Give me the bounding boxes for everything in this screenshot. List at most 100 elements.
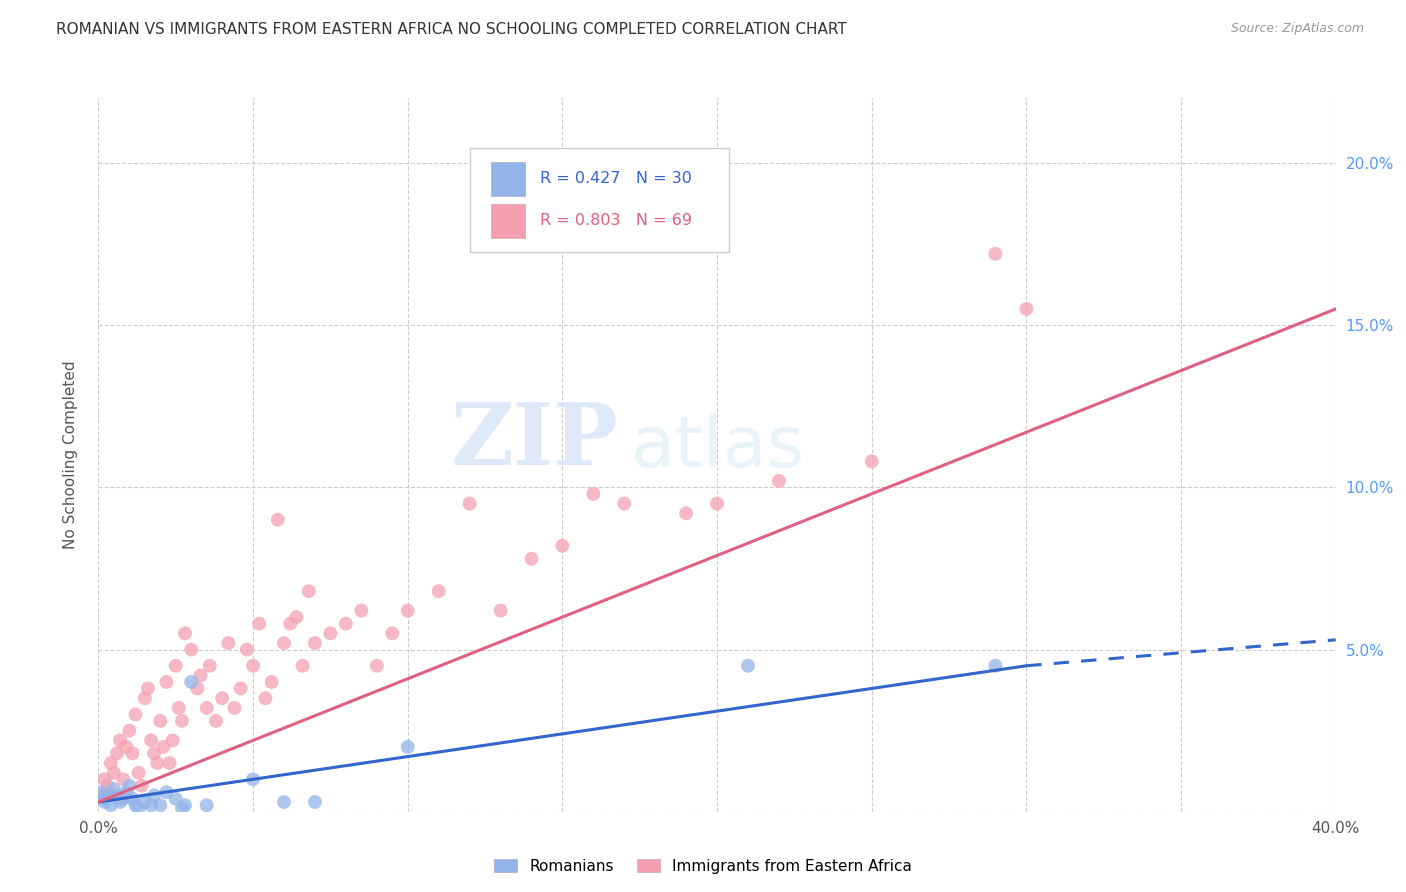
Point xyxy=(118,723,141,738)
Bar xyxy=(491,203,526,238)
Point xyxy=(285,610,308,624)
Point xyxy=(93,795,115,809)
Point xyxy=(350,604,373,618)
Point xyxy=(291,658,314,673)
Point xyxy=(195,701,218,715)
Point xyxy=(489,604,512,618)
Text: R = 0.427   N = 30: R = 0.427 N = 30 xyxy=(540,171,692,186)
Text: R = 0.803   N = 69: R = 0.803 N = 69 xyxy=(540,213,692,228)
Point xyxy=(860,454,883,468)
Point xyxy=(159,756,181,770)
Text: ROMANIAN VS IMMIGRANTS FROM EASTERN AFRICA NO SCHOOLING COMPLETED CORRELATION CH: ROMANIAN VS IMMIGRANTS FROM EASTERN AFRI… xyxy=(56,22,846,37)
Point xyxy=(149,714,172,728)
Point xyxy=(105,747,128,761)
Point xyxy=(396,604,419,618)
Point xyxy=(121,747,143,761)
Point xyxy=(242,772,264,787)
Point xyxy=(139,798,162,813)
Point xyxy=(396,739,419,754)
Point xyxy=(134,795,156,809)
Point xyxy=(335,616,357,631)
Text: ZIP: ZIP xyxy=(450,399,619,483)
Point xyxy=(737,658,759,673)
Point xyxy=(165,658,187,673)
Point xyxy=(112,791,135,805)
Point xyxy=(93,772,115,787)
Point xyxy=(100,798,122,813)
Point xyxy=(128,801,150,815)
Point xyxy=(103,765,125,780)
Point xyxy=(112,772,135,787)
Point xyxy=(105,789,128,803)
Point xyxy=(174,798,197,813)
Point xyxy=(103,782,125,797)
Point xyxy=(195,798,218,813)
Point xyxy=(254,691,277,706)
Point xyxy=(170,801,193,815)
Point xyxy=(190,668,212,682)
Point xyxy=(146,756,169,770)
Point xyxy=(520,551,543,566)
Point xyxy=(180,675,202,690)
Legend: Romanians, Immigrants from Eastern Africa: Romanians, Immigrants from Eastern Afric… xyxy=(488,853,918,880)
Text: atlas: atlas xyxy=(630,413,804,483)
Point xyxy=(381,626,404,640)
Point xyxy=(128,765,150,780)
Point xyxy=(139,733,162,747)
Point xyxy=(180,642,202,657)
Point xyxy=(167,701,190,715)
Point xyxy=(205,714,228,728)
Point xyxy=(319,626,342,640)
Point xyxy=(247,616,270,631)
Point xyxy=(93,791,115,805)
Point xyxy=(124,798,146,813)
Point xyxy=(155,675,177,690)
Point xyxy=(115,739,138,754)
Point xyxy=(273,795,295,809)
Point xyxy=(236,642,259,657)
FancyBboxPatch shape xyxy=(470,148,730,252)
Point xyxy=(768,474,790,488)
Point xyxy=(582,487,605,501)
Point xyxy=(186,681,208,696)
Point xyxy=(108,795,131,809)
Point xyxy=(149,798,172,813)
Point xyxy=(115,785,138,799)
Point xyxy=(124,707,146,722)
Point xyxy=(304,636,326,650)
Point xyxy=(90,785,112,799)
Point xyxy=(90,789,112,803)
Point xyxy=(155,785,177,799)
Point xyxy=(198,658,221,673)
Point xyxy=(273,636,295,650)
Point xyxy=(143,747,166,761)
Point xyxy=(152,739,174,754)
Point xyxy=(984,247,1007,261)
Point xyxy=(162,733,184,747)
Bar xyxy=(491,161,526,196)
Point xyxy=(217,636,239,650)
Point xyxy=(118,779,141,793)
Point xyxy=(706,497,728,511)
Point xyxy=(278,616,301,631)
Point xyxy=(613,497,636,511)
Point xyxy=(97,779,120,793)
Point xyxy=(134,691,156,706)
Point xyxy=(136,681,159,696)
Point xyxy=(165,791,187,805)
Point xyxy=(984,658,1007,673)
Point xyxy=(298,584,321,599)
Point xyxy=(551,539,574,553)
Point xyxy=(675,506,697,520)
Point xyxy=(170,714,193,728)
Point xyxy=(131,779,153,793)
Point xyxy=(267,513,290,527)
Point xyxy=(242,658,264,673)
Point xyxy=(100,756,122,770)
Y-axis label: No Schooling Completed: No Schooling Completed xyxy=(63,360,77,549)
Point xyxy=(366,658,388,673)
Point xyxy=(211,691,233,706)
Point xyxy=(143,789,166,803)
Point xyxy=(174,626,197,640)
Point xyxy=(224,701,246,715)
